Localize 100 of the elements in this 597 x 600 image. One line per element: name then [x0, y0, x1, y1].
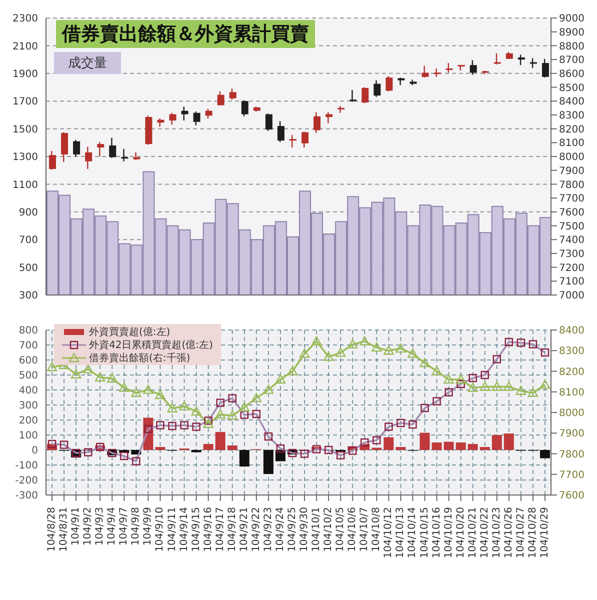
x-tick-label: 104/9/7 — [118, 507, 130, 546]
x-tick-label: 104/10/28 — [527, 507, 538, 558]
x-tick-label: 104/9/23 — [262, 507, 274, 552]
y2-tick-label: 8000 — [559, 152, 584, 164]
x-tick-label: 104/10/16 — [431, 507, 442, 558]
y2-tick-label: 7300 — [559, 249, 584, 260]
y2-tick-label: 8500 — [559, 82, 584, 94]
legend-label: 外資買賣超(億:左) — [89, 326, 170, 338]
x-tick-label: 104/9/24 — [274, 507, 286, 552]
y-tick-label: -200 — [15, 476, 38, 487]
y-tick-label: 500 — [18, 370, 38, 382]
y-tick-label: 300 — [18, 290, 38, 302]
y-tick-label: 200 — [18, 416, 38, 427]
x-tick-label: 104/10/22 — [479, 507, 490, 558]
x-tick-label: 104/10/13 — [395, 507, 406, 558]
y2-tick-label: 8300 — [559, 110, 584, 122]
x-tick-label: 104/10/8 — [371, 507, 382, 552]
y-tick-label: 1700 — [12, 96, 38, 108]
y2-tick-label: 7700 — [559, 194, 584, 205]
y2-tick-label: 7800 — [559, 449, 584, 460]
x-tick-label: 104/9/3 — [94, 507, 106, 546]
x-tick-label: 104/9/8 — [130, 507, 142, 546]
legend-label: 借券賣出餘額(右:千張) — [89, 352, 190, 364]
x-tick-label: 104/10/29 — [539, 507, 550, 558]
text: 成交量 — [54, 52, 121, 74]
y2-tick-label: 7600 — [559, 207, 584, 218]
x-tick-label: 104/10/20 — [455, 507, 466, 558]
x-tick-label: 104/9/17 — [214, 507, 226, 552]
legend-label: 外資42日累積買賣超(億:左) — [89, 338, 213, 352]
x-tick-label: 104/9/14 — [178, 507, 190, 552]
y-tick-label: 900 — [18, 207, 38, 218]
x-tick-label: 104/9/21 — [238, 507, 250, 552]
x-tick-label: 104/10/21 — [467, 507, 478, 558]
y2-tick-label: 7100 — [559, 276, 584, 288]
y-tick-label: -100 — [15, 460, 38, 472]
y2-tick-label: 8100 — [559, 138, 584, 150]
y-tick-label: 800 — [18, 326, 38, 337]
y-tick-label: 700 — [18, 235, 38, 246]
y-tick-label: 400 — [18, 386, 38, 397]
y2-tick-label: 8000 — [559, 408, 584, 420]
x-tick-label: 104/9/9 — [142, 507, 154, 546]
x-tick-label: 104/10/7 — [359, 507, 370, 552]
x-tick-label: 104/9/22 — [250, 507, 262, 552]
x-tick-label: 104/9/18 — [226, 507, 238, 552]
y-tick-label: -300 — [15, 490, 38, 502]
y-tick-label: 600 — [18, 356, 38, 367]
y-tick-label: 1500 — [12, 124, 38, 136]
y2-tick-label: 8200 — [559, 124, 584, 136]
x-tick-label: 104/9/16 — [202, 507, 214, 552]
y2-tick-label: 8300 — [559, 346, 584, 358]
x-tick-label: 104/9/25 — [286, 507, 298, 552]
y2-tick-label: 8400 — [559, 326, 584, 337]
y-tick-label: 2100 — [12, 41, 38, 52]
y2-tick-label: 9000 — [559, 14, 584, 25]
y2-tick-label: 8700 — [559, 55, 584, 66]
y2-tick-label: 7600 — [559, 490, 584, 502]
x-tick-label: 104/10/15 — [419, 507, 430, 558]
x-tick-label: 104/10/2 — [323, 507, 334, 552]
x-tick-label: 104/9/15 — [190, 507, 202, 552]
y-tick-label: 1300 — [12, 152, 38, 164]
x-tick-label: 104/10/6 — [347, 507, 358, 552]
x-tick-label: 104/9/11 — [166, 507, 178, 552]
x-tick-label: 104/8/31 — [58, 507, 70, 552]
y2-tick-label: 7400 — [559, 235, 584, 246]
chart-title: 借券賣出餘額＆外資累計買賣 — [56, 20, 315, 48]
y-tick-label: 500 — [18, 262, 38, 274]
x-tick-label: 104/9/1 — [70, 507, 82, 546]
y-tick-label: 1900 — [12, 68, 38, 80]
x-tick-label: 104/10/19 — [443, 507, 454, 558]
y-tick-label: 700 — [18, 340, 38, 352]
x-tick-label: 104/10/5 — [335, 507, 346, 552]
y-tick-label: 0 — [32, 446, 38, 457]
y2-tick-label: 7200 — [559, 262, 584, 274]
y2-tick-label: 7700 — [559, 470, 584, 481]
x-tick-label: 104/9/2 — [82, 507, 94, 546]
x-tick-label: 104/10/27 — [515, 507, 526, 558]
y2-tick-label: 8800 — [559, 41, 584, 52]
x-tick-label: 104/9/10 — [154, 507, 166, 552]
y2-tick-label: 8900 — [559, 27, 584, 38]
y-tick-label: 2300 — [12, 14, 38, 25]
y-tick-label: 100 — [18, 430, 38, 442]
x-tick-label: 104/8/28 — [46, 507, 58, 552]
x-tick-label: 104/9/4 — [106, 507, 118, 546]
y2-tick-label: 8400 — [559, 96, 584, 108]
x-tick-label: 104/9/30 — [299, 507, 310, 552]
y2-tick-label: 8200 — [559, 366, 584, 378]
y2-tick-label: 7800 — [559, 180, 584, 191]
y2-tick-label: 7900 — [559, 428, 584, 440]
y-tick-label: 1100 — [12, 180, 38, 191]
y2-tick-label: 8100 — [559, 387, 584, 398]
x-tick-label: 104/10/26 — [503, 507, 514, 558]
x-tick-label: 104/10/14 — [407, 507, 418, 558]
x-tick-label: 104/10/23 — [491, 507, 502, 558]
y2-tick-label: 7500 — [559, 221, 584, 232]
x-tick-label: 104/10/1 — [311, 507, 322, 552]
y2-tick-label: 7000 — [559, 290, 584, 302]
y2-tick-label: 8600 — [559, 68, 584, 80]
x-tick-label: 104/10/12 — [383, 507, 394, 558]
y-tick-label: 300 — [18, 400, 38, 412]
y2-tick-label: 7900 — [559, 166, 584, 177]
